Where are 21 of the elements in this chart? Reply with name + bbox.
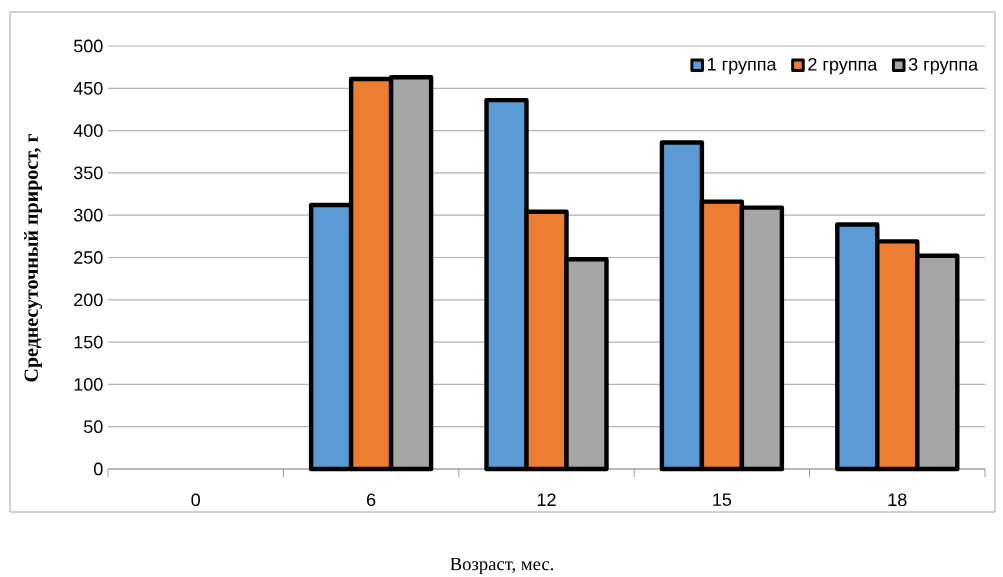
y-tick-label: 200	[74, 293, 103, 307]
legend-label: 3 группа	[908, 57, 979, 75]
x-tick-label: 6	[367, 493, 376, 507]
x-axis-title: Возраст, мес.	[450, 557, 554, 575]
legend-label: 2 группа	[808, 57, 878, 75]
x-tick-label: 12	[537, 493, 556, 506]
y-axis-title: Среднесуточный прирост, г	[23, 133, 43, 382]
y-tick-label: 150	[74, 335, 103, 349]
y-tick-label: 400	[73, 124, 103, 137]
x-tick-label: 0	[191, 493, 201, 507]
y-tick-label: 250	[74, 251, 103, 264]
y-tick-label: 500	[73, 39, 103, 53]
x-tick-label: 18	[888, 493, 907, 507]
y-tick-label: 300	[73, 208, 103, 222]
legend-label: 1 группа	[708, 58, 777, 75]
y-tick-label: 100	[74, 378, 103, 391]
y-tick-label: 450	[73, 81, 103, 95]
y-tick-label: 50	[83, 420, 103, 434]
x-tick-label: 15	[713, 493, 732, 506]
y-tick-label: 350	[73, 166, 103, 180]
y-tick-label: 0	[94, 462, 103, 476]
